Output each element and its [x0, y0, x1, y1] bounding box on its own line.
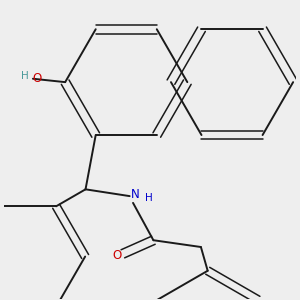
- Text: H: H: [145, 193, 153, 203]
- Text: O: O: [112, 249, 121, 262]
- Text: N: N: [131, 188, 140, 201]
- Text: O: O: [32, 72, 41, 85]
- Text: H: H: [21, 71, 28, 81]
